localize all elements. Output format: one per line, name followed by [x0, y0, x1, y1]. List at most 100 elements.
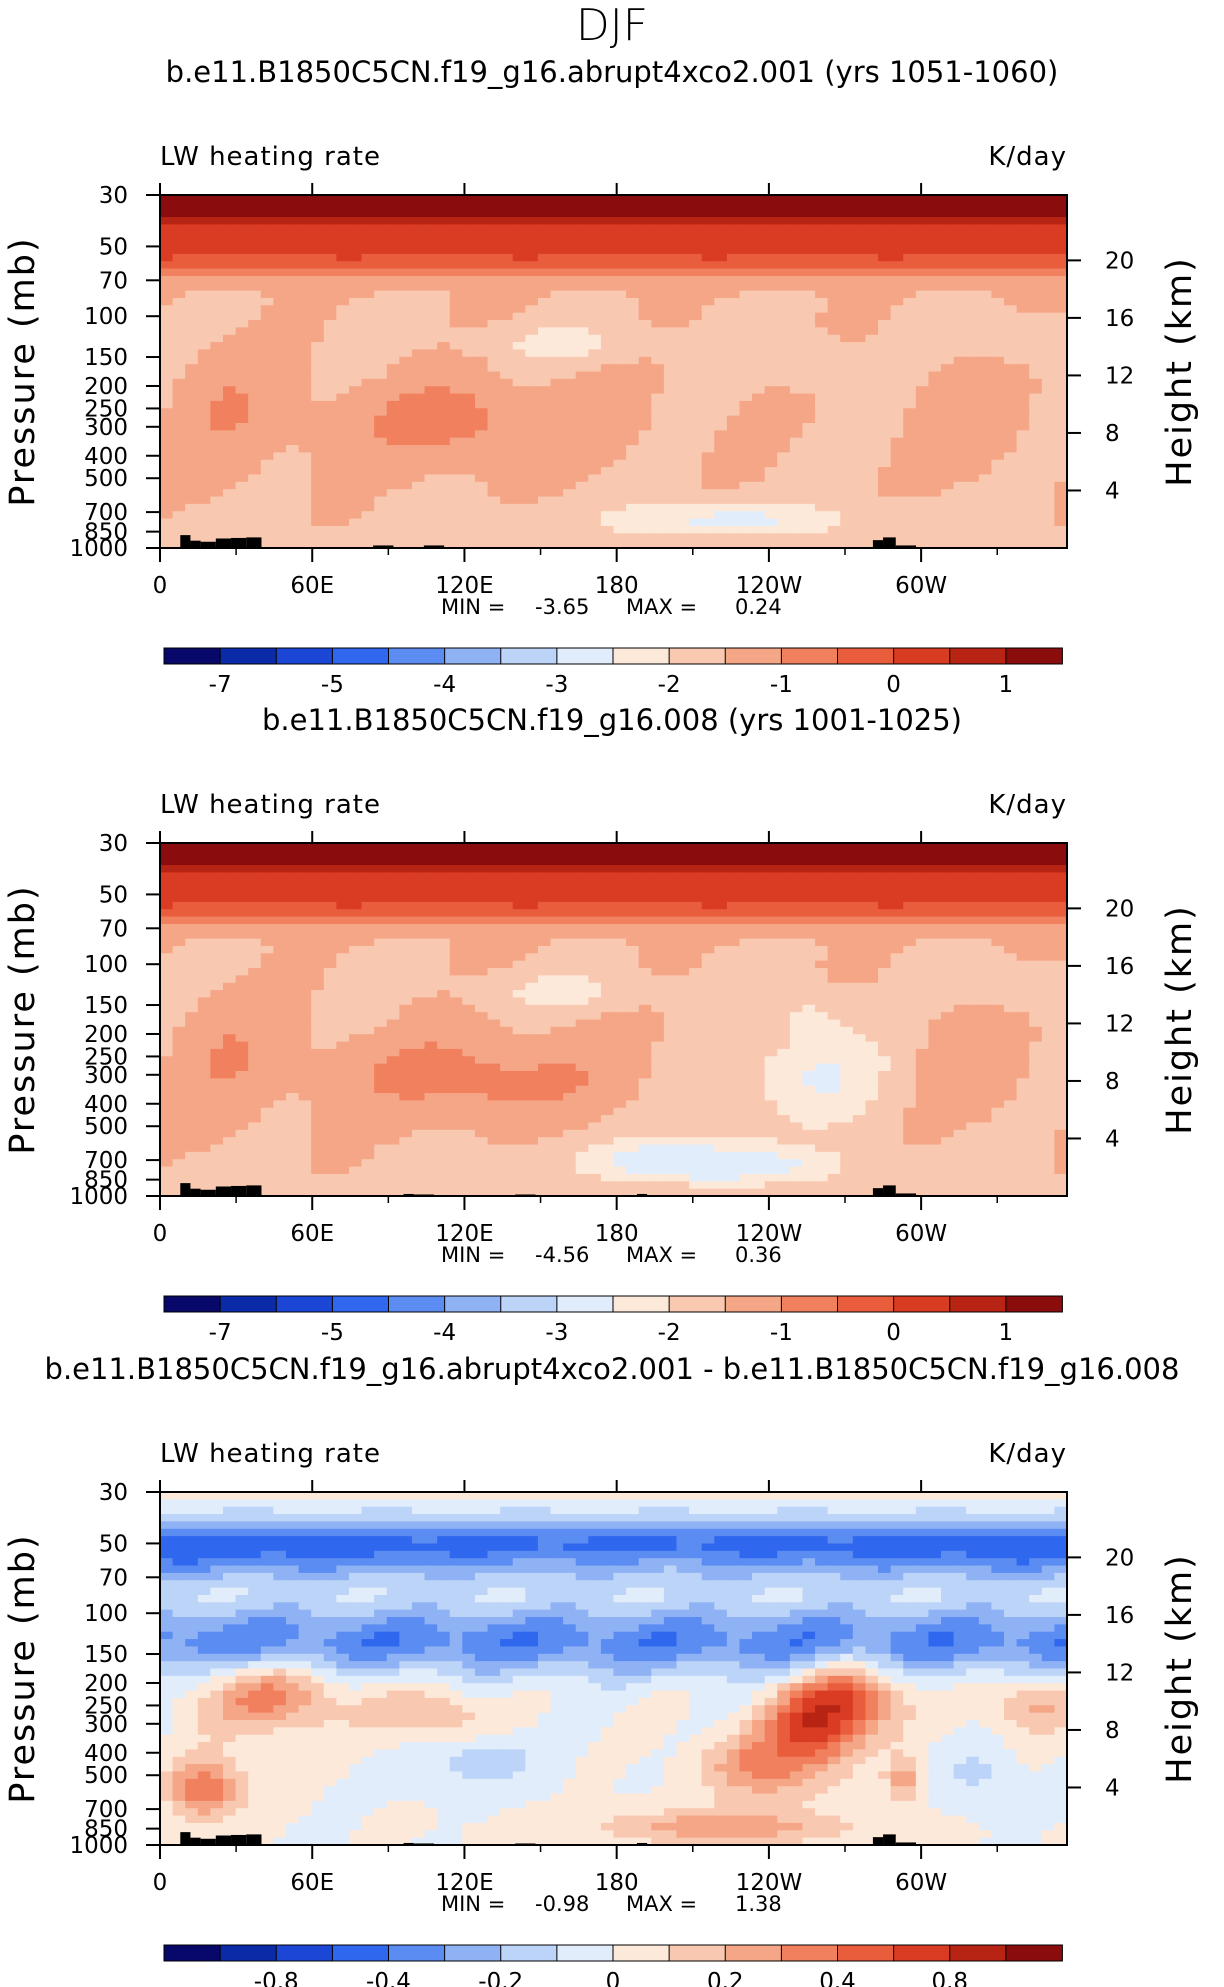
- heatmap-cell: [1004, 364, 1018, 373]
- heatmap-cell: [852, 393, 867, 402]
- heatmap-cell: [663, 533, 678, 542]
- heatmap-cell: [260, 275, 274, 284]
- heatmap-cell: [248, 518, 262, 527]
- heatmap-cell: [827, 209, 841, 218]
- heatmap-cell: [437, 364, 451, 373]
- heatmap-cell: [474, 231, 489, 240]
- heatmap-cell: [676, 975, 690, 984]
- heatmap-cell: [311, 320, 325, 328]
- heatmap-cell: [525, 408, 539, 417]
- heatmap-cell: [827, 261, 841, 270]
- heatmap-cell: [613, 430, 627, 439]
- heatmap-cell: [160, 253, 174, 262]
- heatmap-cell: [840, 496, 854, 505]
- heatmap-cell: [449, 422, 463, 431]
- heatmap-cell: [928, 481, 942, 490]
- heatmap-cell: [273, 894, 287, 903]
- heatmap-cell: [575, 872, 589, 881]
- heatmap-cell: [361, 879, 375, 888]
- heatmap-cell: [462, 511, 476, 520]
- heatmap-cell: [941, 968, 955, 976]
- heatmap-cell: [626, 320, 640, 328]
- heatmap-cell: [676, 909, 690, 918]
- heatmap-cell: [411, 224, 426, 233]
- heatmap-cell: [273, 209, 287, 218]
- heatmap-cell: [966, 320, 980, 328]
- heatmap-cell: [537, 525, 552, 534]
- heatmap-cell: [298, 371, 312, 380]
- heatmap-cell: [197, 872, 211, 881]
- heatmap-cell: [537, 202, 552, 211]
- heatmap-cell: [903, 224, 917, 233]
- heatmap-cell: [764, 209, 778, 218]
- heatmap-cell: [840, 231, 854, 240]
- heatmap-cell: [348, 931, 363, 940]
- heatmap-cell: [550, 437, 564, 446]
- heatmap-cell: [928, 268, 942, 277]
- heatmap-cell: [185, 246, 199, 255]
- heatmap-cell: [915, 261, 930, 270]
- heatmap-cell: [1041, 857, 1056, 866]
- heatmap-cell: [386, 857, 400, 866]
- heatmap-cell: [588, 525, 602, 534]
- heatmap-cell: [928, 327, 942, 336]
- heatmap-cell: [298, 518, 312, 527]
- heatmap-cell: [915, 268, 930, 277]
- heatmap-cell: [802, 872, 816, 881]
- heatmap-cell: [739, 857, 753, 866]
- heatmap-cell: [941, 275, 955, 284]
- heatmap-cell: [663, 305, 678, 314]
- heatmap-cell: [311, 268, 325, 277]
- heatmap-cell: [840, 275, 854, 284]
- heatmap-cell: [525, 496, 539, 505]
- heatmap-cell: [185, 445, 199, 453]
- heatmap-cell: [487, 364, 501, 373]
- heatmap-cell: [298, 496, 312, 505]
- heatmap-cell: [852, 261, 867, 270]
- heatmap-cell: [399, 261, 413, 270]
- heatmap-cell: [676, 953, 690, 962]
- heatmap-cell: [575, 349, 589, 358]
- heatmap-cell: [991, 489, 1005, 498]
- heatmap-cell: [323, 195, 337, 203]
- heatmap-cell: [1016, 327, 1030, 336]
- heatmap-cell: [676, 408, 690, 417]
- heatmap-cell: [424, 268, 438, 277]
- colorbar-swatch: [331, 647, 390, 665]
- heatmap-cell: [1029, 393, 1043, 402]
- heatmap-cell: [550, 489, 564, 498]
- heatmap-cell: [399, 253, 413, 262]
- heatmap-cell: [411, 217, 426, 226]
- heatmap-cell: [978, 415, 993, 424]
- heatmap-cell: [865, 320, 879, 328]
- heatmap-cell: [890, 437, 904, 446]
- heatmap-cell: [437, 400, 451, 409]
- heatmap-cell: [1004, 400, 1018, 409]
- heatmap-cell: [336, 408, 350, 417]
- heatmap-cell: [172, 430, 186, 439]
- heatmap-cell: [449, 334, 463, 343]
- heatmap-cell: [311, 540, 325, 549]
- heatmap-cell: [865, 297, 879, 306]
- heatmap-cell: [840, 850, 854, 859]
- heatmap-cell: [348, 879, 363, 888]
- heatmap-cell: [991, 474, 1005, 483]
- heatmap-cell: [600, 327, 615, 336]
- y-tick-label: 250: [84, 396, 128, 422]
- heatmap-cell: [172, 415, 186, 424]
- heatmap-cell: [815, 364, 829, 373]
- heatmap-cell: [185, 349, 199, 358]
- heatmap-cell: [600, 496, 615, 505]
- heatmap-cell: [991, 865, 1005, 874]
- heatmap-cell: [928, 253, 942, 262]
- heatmap-cell: [197, 342, 211, 351]
- heatmap-cell: [260, 356, 274, 365]
- heatmap-cell: [777, 968, 791, 976]
- heatmap-cell: [160, 356, 174, 365]
- heatmap-cell: [903, 865, 917, 874]
- heatmap-cell: [941, 960, 955, 969]
- heatmap-cell: [474, 843, 489, 851]
- heatmap-cell: [285, 474, 300, 483]
- heatmap-cell: [1029, 297, 1043, 306]
- heatmap-cell: [689, 960, 703, 969]
